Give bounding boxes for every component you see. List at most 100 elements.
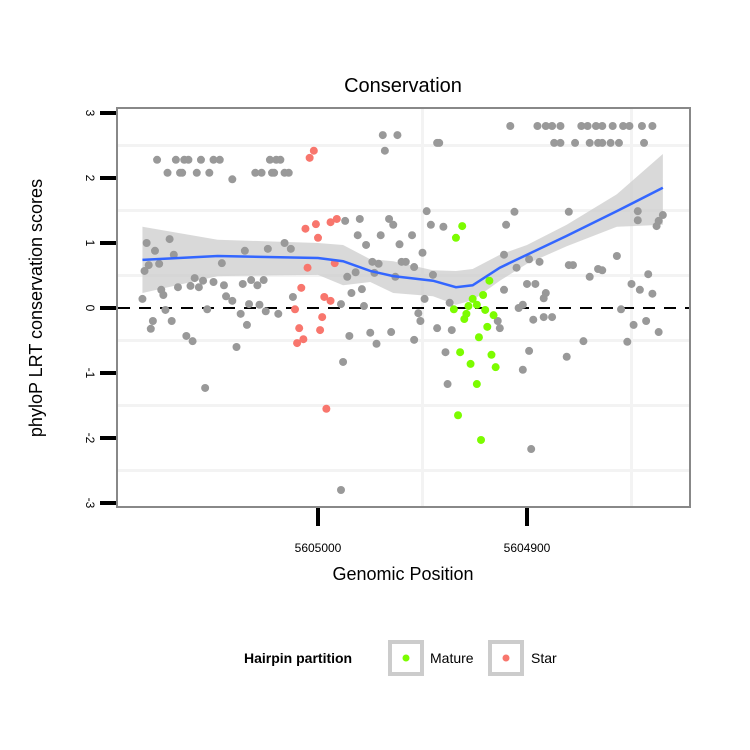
- point-other: [286, 244, 295, 253]
- point-other: [173, 283, 182, 292]
- point-other: [357, 285, 366, 294]
- point-other: [351, 268, 360, 277]
- point-other: [347, 289, 356, 298]
- legend-dot-mature: [402, 654, 410, 662]
- point-other: [658, 211, 667, 220]
- point-other: [199, 276, 208, 285]
- point-star: [316, 326, 325, 335]
- point-star: [301, 224, 310, 233]
- point-mature: [481, 305, 490, 314]
- point-mature: [489, 311, 498, 320]
- point-star: [303, 263, 312, 272]
- point-other: [148, 317, 157, 325]
- point-other: [418, 248, 427, 257]
- point-other: [548, 122, 557, 130]
- smooth-line: [142, 186, 664, 289]
- point-other: [447, 326, 456, 335]
- point-other: [606, 138, 615, 147]
- point-other: [274, 309, 283, 318]
- point-other: [623, 337, 632, 346]
- point-other: [564, 207, 573, 216]
- point-other: [548, 313, 557, 322]
- point-other: [163, 168, 172, 177]
- point-other: [500, 285, 509, 294]
- point-mature: [485, 276, 494, 285]
- point-other: [155, 259, 164, 268]
- point-other: [428, 270, 437, 279]
- point-other: [583, 122, 592, 130]
- point-other: [247, 276, 256, 285]
- point-other: [336, 300, 345, 309]
- point-other: [617, 305, 626, 314]
- point-other: [169, 250, 178, 259]
- point-other: [153, 155, 162, 164]
- point-other: [355, 214, 364, 223]
- point-mature: [468, 294, 477, 303]
- point-other: [401, 257, 410, 266]
- point-other: [416, 317, 425, 325]
- point-other: [625, 122, 634, 130]
- point-other: [372, 339, 381, 348]
- point-other: [525, 255, 534, 264]
- point-other: [612, 252, 621, 260]
- point-other: [270, 168, 279, 177]
- point-other: [435, 138, 444, 147]
- point-other: [236, 309, 245, 318]
- point-other: [146, 324, 155, 333]
- point-other: [585, 272, 594, 281]
- point-other: [550, 138, 559, 147]
- point-other: [514, 304, 523, 312]
- point-other: [341, 216, 350, 225]
- point-other: [186, 281, 195, 290]
- point-other: [209, 155, 218, 164]
- point-other: [439, 222, 448, 231]
- point-star: [326, 218, 335, 227]
- point-star: [314, 233, 322, 242]
- y-tick-label: 0: [83, 305, 97, 312]
- point-other: [359, 302, 368, 311]
- point-star: [318, 313, 327, 322]
- point-mature: [472, 380, 481, 389]
- point-other: [556, 138, 565, 147]
- point-other: [633, 207, 642, 216]
- point-other: [182, 331, 191, 340]
- legend-title: Hairpin partition: [244, 650, 352, 666]
- point-star: [293, 339, 302, 348]
- point-other: [539, 313, 548, 322]
- point-other: [531, 279, 540, 288]
- point-other: [387, 328, 396, 337]
- point-other: [598, 266, 607, 275]
- point-mature: [472, 300, 481, 309]
- point-other: [203, 305, 212, 314]
- point-other: [535, 257, 544, 266]
- y-axis-title: phyloP LRT conservation scores: [26, 179, 46, 437]
- axis-ticks: 3 2 1 0 -1 -2 -3 5605000 5604900: [83, 110, 551, 555]
- point-other: [376, 231, 385, 240]
- point-other: [253, 281, 262, 290]
- point-other: [251, 168, 260, 177]
- point-mature: [487, 350, 496, 359]
- point-other: [385, 214, 394, 223]
- point-other: [637, 122, 646, 130]
- point-other: [142, 239, 151, 247]
- point-other: [539, 294, 548, 303]
- point-mature: [466, 359, 475, 368]
- point-other: [541, 122, 550, 130]
- point-other: [598, 138, 607, 147]
- point-other: [259, 276, 268, 285]
- point-other: [288, 292, 297, 301]
- point-star: [291, 305, 300, 314]
- point-other: [654, 216, 663, 225]
- point-mature: [456, 348, 465, 357]
- point-star: [299, 335, 308, 344]
- x-tick-label: 5604900: [504, 541, 551, 555]
- point-other: [240, 246, 249, 255]
- point-other: [161, 305, 170, 314]
- point-other: [495, 324, 504, 333]
- point-other: [217, 259, 226, 268]
- point-other: [389, 220, 398, 229]
- point-other: [374, 259, 383, 268]
- point-mature: [479, 291, 488, 299]
- point-mature: [491, 363, 500, 372]
- y-tick-label: 2: [83, 175, 97, 182]
